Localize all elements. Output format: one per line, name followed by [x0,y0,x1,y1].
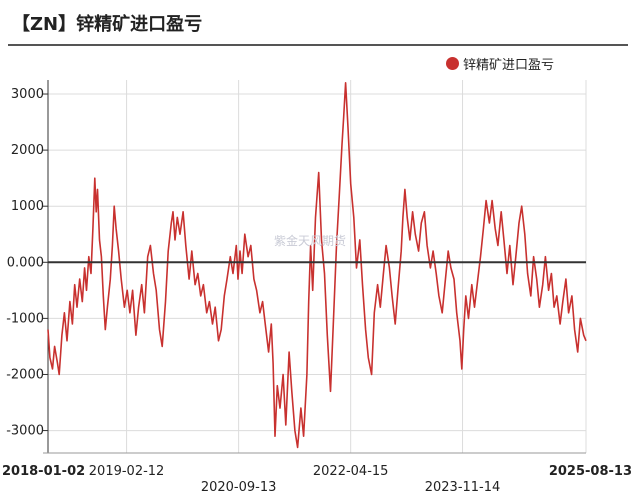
x-tick-label: 2023-11-14 [425,480,501,495]
legend[interactable]: 锌精矿进口盈亏 [446,54,554,73]
y-tick-label: 0.000 [7,255,44,270]
x-tick-label: 2018-01-02 [2,464,85,479]
x-tick-label: 2025-08-13 [549,464,632,479]
title-divider [8,44,628,46]
x-tick-label: 2020-09-13 [201,480,277,495]
y-tick-label: 2000 [11,143,44,158]
page-title: 【ZN】锌精矿进口盈亏 [12,14,203,35]
y-tick-label: -2000 [6,367,44,382]
y-tick-label: 1000 [11,199,44,214]
series-line [47,82,587,449]
watermark: 紫金天风期货 [274,234,347,248]
y-tick-label: -3000 [6,424,44,439]
y-tick-label: 3000 [11,87,44,102]
y-tick-label: -1000 [6,311,44,326]
x-tick-label: 2022-04-15 [313,464,389,479]
title-bar: 【ZN】锌精矿进口盈亏 [0,0,636,46]
x-tick-label: 2019-02-12 [89,464,165,479]
legend-marker [446,57,459,70]
legend-label: 锌精矿进口盈亏 [463,58,555,73]
